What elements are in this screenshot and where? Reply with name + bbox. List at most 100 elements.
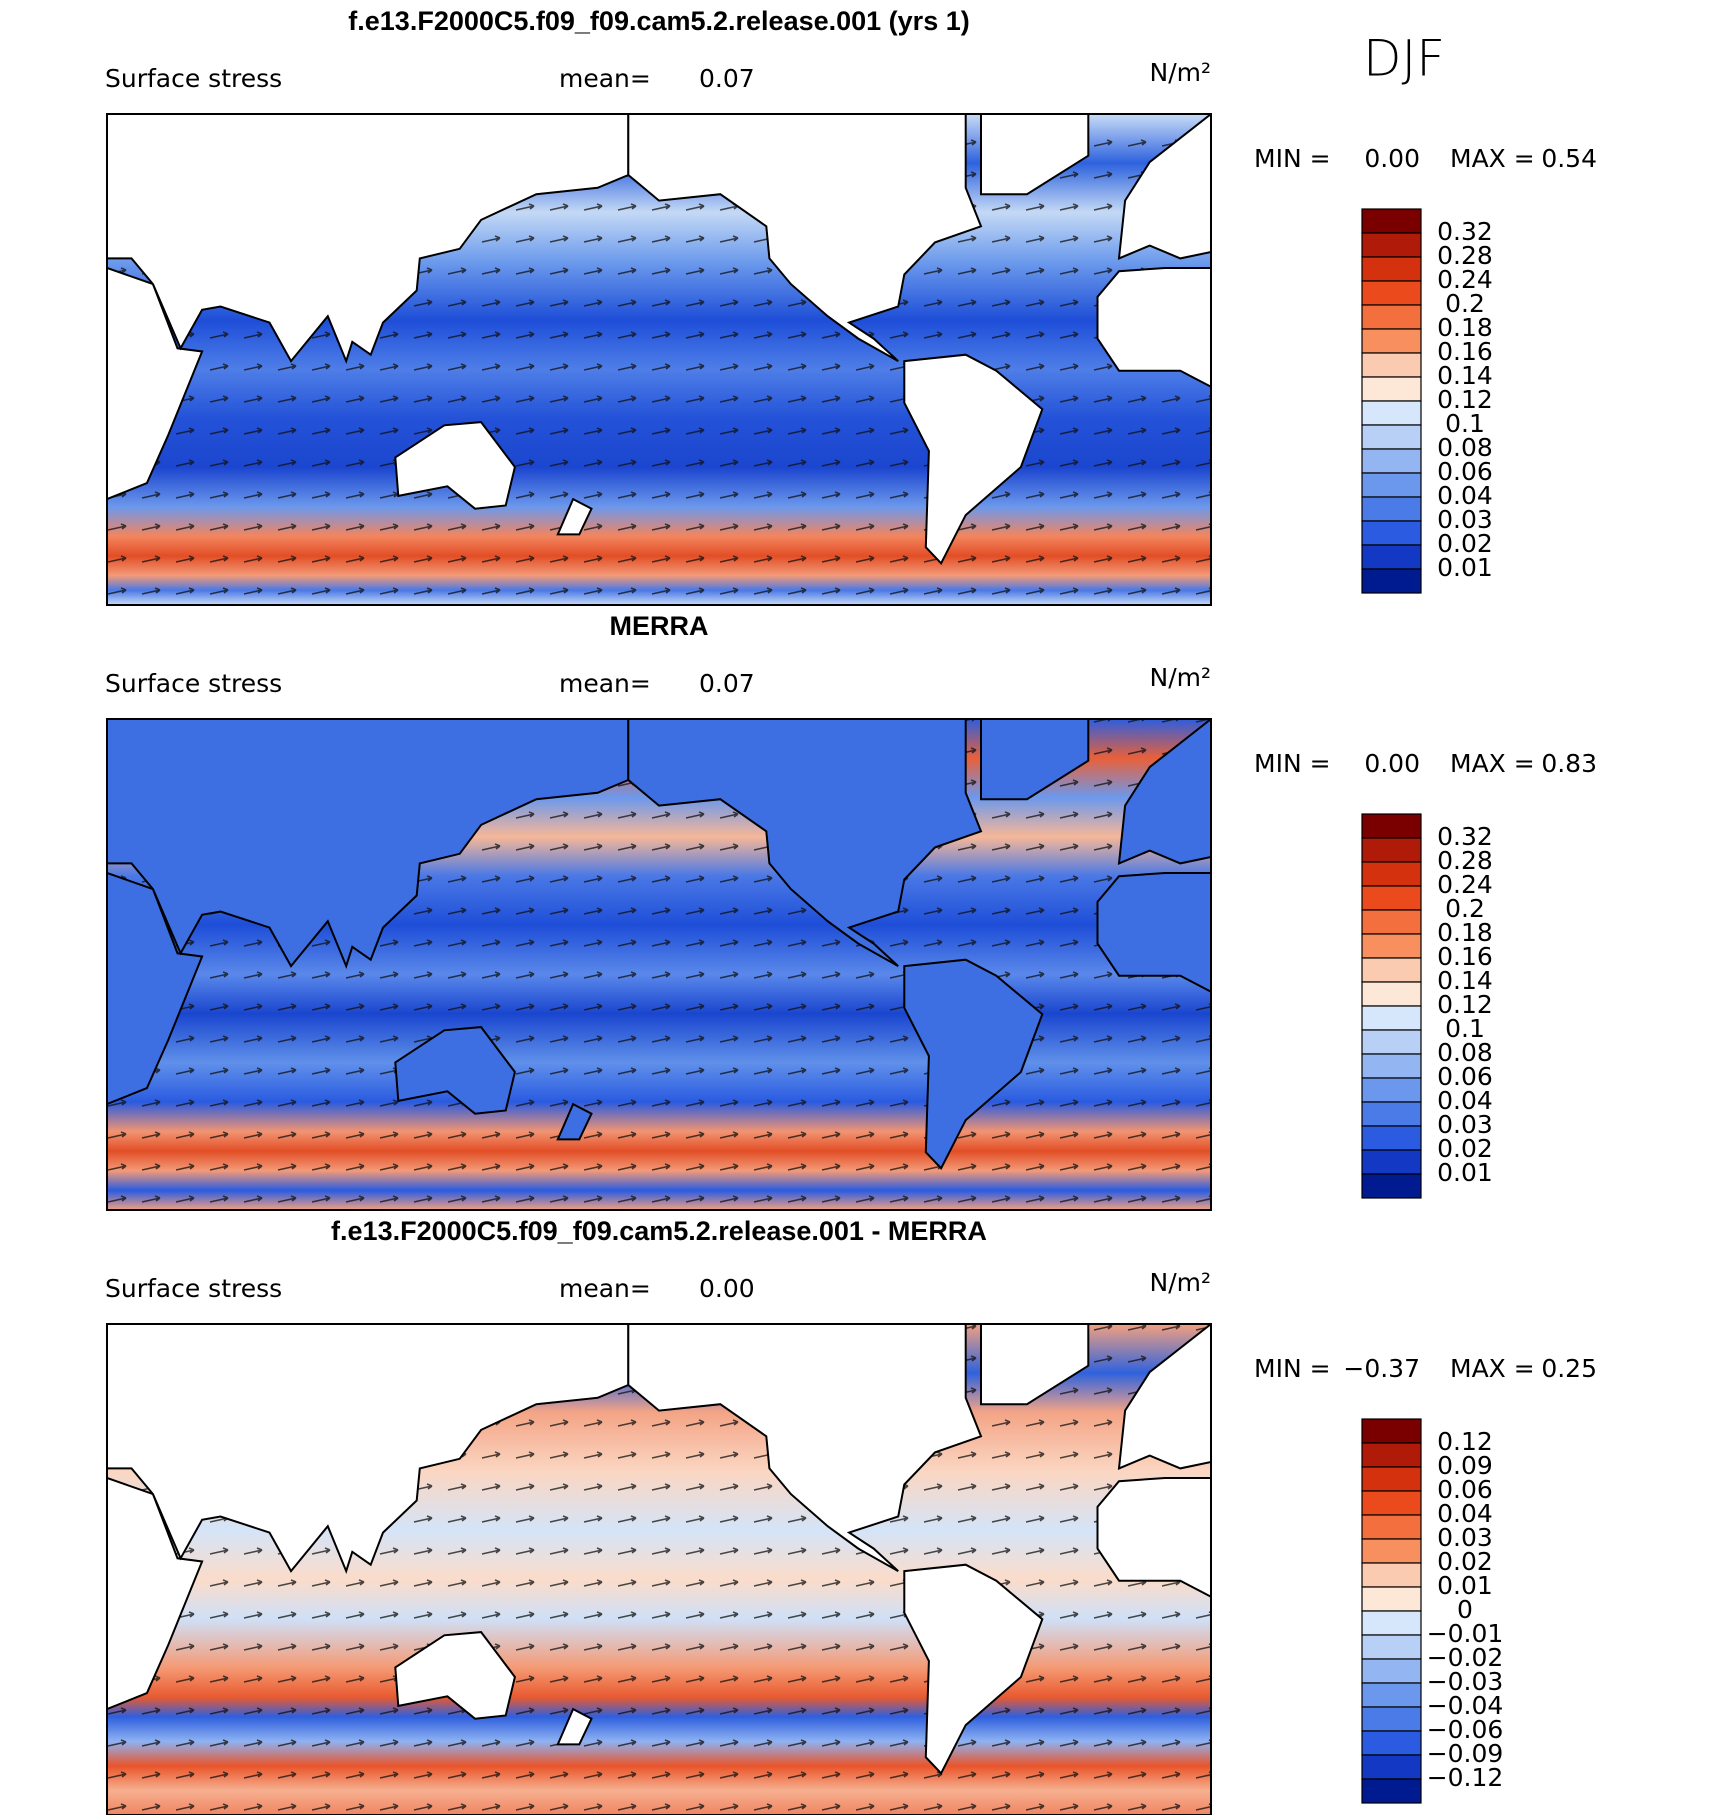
colorbar-label: −0.06 [1427, 1715, 1504, 1744]
mean-label: mean= [559, 1274, 651, 1303]
colorbar-label: 0.02 [1437, 1547, 1493, 1576]
colorbar-box [1361, 1466, 1422, 1492]
continent [556, 1707, 593, 1746]
colorbar-box [1361, 1418, 1422, 1444]
map [107, 114, 1211, 605]
units: N/m² [1150, 663, 1212, 692]
variable-label: Surface stress [105, 669, 282, 698]
continent [394, 1631, 516, 1720]
colorbar-label: 0.04 [1437, 481, 1493, 510]
min-value: 0.00 [1364, 144, 1420, 173]
map [107, 1324, 1211, 1815]
continent [107, 1324, 630, 1575]
colorbar-box [1361, 448, 1422, 474]
colorbar-label: 0.1 [1445, 1014, 1485, 1043]
map-frame [106, 718, 1212, 1211]
colorbar-label: 0.18 [1437, 918, 1493, 947]
map-frame [106, 113, 1212, 606]
colorbar-box [1361, 376, 1422, 402]
colorbar-label: 0.12 [1437, 385, 1493, 414]
colorbar-label: 0.16 [1437, 337, 1493, 366]
colorbar-box [1361, 1005, 1422, 1031]
season-label: DJF [1363, 30, 1445, 88]
max-value: 0.54 [1541, 144, 1597, 173]
colorbar-label: 0.1 [1445, 409, 1485, 438]
continent [556, 1102, 593, 1141]
colorbar-label: 0.09 [1437, 1451, 1493, 1480]
panel-title: MERRA [610, 611, 709, 641]
colorbar-label: 0.03 [1437, 505, 1493, 534]
colorbar-box [1361, 496, 1422, 522]
colorbar-box [1361, 352, 1422, 378]
colorbar-label: 0.24 [1437, 870, 1493, 899]
colorbar-label: 0.04 [1437, 1086, 1493, 1115]
colorbar-box [1361, 568, 1422, 594]
min-label: MIN = [1254, 749, 1331, 778]
colorbar-box [1361, 520, 1422, 546]
max-label: MAX = [1450, 144, 1535, 173]
colorbar-label: 0.12 [1437, 1427, 1493, 1456]
mean-value: 0.07 [699, 669, 755, 698]
colorbar-box [1361, 328, 1422, 354]
colorbar-label: −0.02 [1427, 1643, 1504, 1672]
colorbar-label: 0.01 [1437, 1158, 1493, 1187]
continent [1117, 1324, 1211, 1470]
colorbar-box [1361, 1149, 1422, 1175]
colorbar-label: 0.02 [1437, 1134, 1493, 1163]
min-label: MIN = [1254, 1354, 1331, 1383]
continent [627, 1324, 983, 1572]
mean-value: 0.00 [699, 1274, 755, 1303]
colorbar-label: 0.08 [1437, 433, 1493, 462]
continent [627, 719, 983, 967]
continent [1117, 719, 1211, 865]
colorbar-label: 0.12 [1437, 990, 1493, 1019]
max-label: MAX = [1450, 1354, 1535, 1383]
colorbar-box [1361, 544, 1422, 570]
colorbar-label: 0.2 [1445, 894, 1485, 923]
colorbar-box [1361, 280, 1422, 306]
colorbar-box [1361, 1053, 1422, 1079]
colorbar-box [1361, 1586, 1422, 1612]
panel-title: f.e13.F2000C5.f09_f09.cam5.2.release.001… [331, 1216, 987, 1246]
colorbar-box [1361, 1562, 1422, 1588]
continent [903, 958, 1044, 1171]
colorbar-box [1361, 861, 1422, 887]
colorbar-label: 0.32 [1437, 822, 1493, 851]
colorbar-box [1361, 1514, 1422, 1540]
colorbar-label: 0.06 [1437, 457, 1493, 486]
min-label: MIN = [1254, 144, 1331, 173]
continent [903, 1563, 1044, 1776]
units: N/m² [1150, 58, 1212, 87]
colorbar-box [1361, 981, 1422, 1007]
colorbar-label: 0.02 [1437, 529, 1493, 558]
continent [980, 114, 1090, 196]
mean-label: mean= [559, 669, 651, 698]
colorbar-box [1361, 1634, 1422, 1660]
colorbar-box [1361, 424, 1422, 450]
colorbar-label: 0.03 [1437, 1110, 1493, 1139]
continent [394, 421, 516, 510]
colorbar-label: 0.01 [1437, 1571, 1493, 1600]
mean-value: 0.07 [699, 64, 755, 93]
colorbar-label: 0.04 [1437, 1499, 1493, 1528]
colorbar-label: 0.08 [1437, 1038, 1493, 1067]
colorbar-label: 0.06 [1437, 1062, 1493, 1091]
min-value: −0.37 [1343, 1354, 1420, 1383]
mean-label: mean= [559, 64, 651, 93]
colorbar-label: 0.32 [1437, 217, 1493, 246]
map [107, 719, 1211, 1210]
colorbar-box [1361, 1490, 1422, 1516]
min-value: 0.00 [1364, 749, 1420, 778]
colorbar-box [1361, 472, 1422, 498]
colorbar-label: 0.06 [1437, 1475, 1493, 1504]
colorbar-box [1361, 1778, 1422, 1804]
colorbar-label: 0.28 [1437, 241, 1493, 270]
colorbar-box [1361, 256, 1422, 282]
colorbar-box [1361, 232, 1422, 258]
max-value: 0.83 [1541, 749, 1597, 778]
colorbar-label: 0.24 [1437, 265, 1493, 294]
colorbar-box [1361, 304, 1422, 330]
colorbar-box [1361, 400, 1422, 426]
